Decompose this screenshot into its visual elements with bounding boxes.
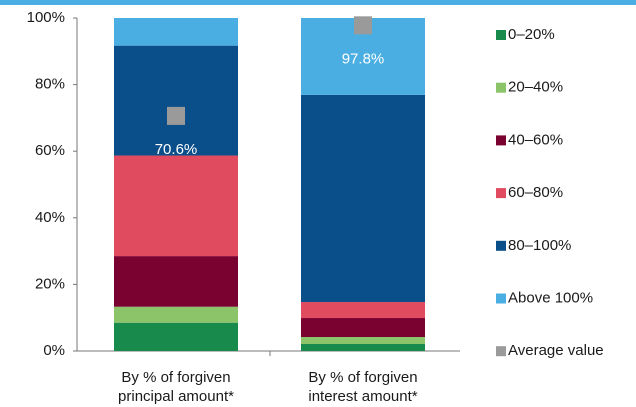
average-label: 97.8%	[342, 50, 385, 67]
average-label: 70.6%	[155, 141, 198, 158]
legend-label: 80–100%	[508, 237, 571, 254]
legend-swatch	[496, 188, 506, 199]
legend-swatch	[496, 30, 506, 40]
bar-segment	[301, 344, 425, 351]
bar-segment	[301, 337, 425, 345]
legend-label: Above 100%	[508, 289, 593, 306]
x-tick-label: By % of forgiven interest amount*	[308, 369, 417, 405]
bar-segment	[114, 322, 238, 351]
bar-segment	[114, 45, 238, 156]
bar-segment	[114, 18, 238, 46]
average-marker	[354, 16, 372, 35]
legend-swatch	[496, 135, 506, 146]
y-tick-label: 40%	[35, 209, 65, 226]
legend-label: 0–20%	[508, 26, 555, 43]
bar-segment	[301, 302, 425, 319]
y-tick-label: 80%	[35, 76, 65, 93]
legend-label: Average value	[508, 342, 604, 359]
y-tick-label: 0%	[43, 342, 65, 359]
legend-swatch	[496, 240, 506, 251]
legend-swatch	[496, 293, 506, 304]
bar-segment	[114, 256, 238, 307]
legend-label: 20–40%	[508, 79, 563, 96]
top-band	[0, 0, 636, 5]
bar-segment	[114, 306, 238, 323]
y-tick-label: 60%	[35, 142, 65, 159]
bar-segment	[301, 94, 425, 303]
legend-label: 40–60%	[508, 131, 563, 148]
legend-swatch	[496, 346, 506, 357]
bar-segment	[301, 318, 425, 338]
bar-segment	[114, 155, 238, 257]
legend-swatch	[496, 82, 506, 93]
y-tick-label: 20%	[35, 275, 65, 292]
average-marker	[167, 106, 185, 125]
x-tick-label: By % of forgiven principal amount*	[118, 369, 234, 405]
y-tick-label: 100%	[27, 9, 65, 26]
legend-label: 60–80%	[508, 184, 563, 201]
